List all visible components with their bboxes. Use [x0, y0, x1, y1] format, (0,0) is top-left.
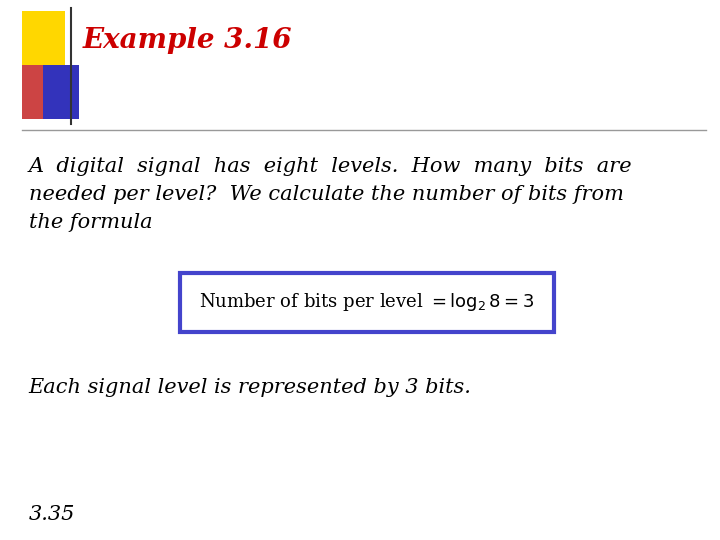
- FancyBboxPatch shape: [22, 65, 58, 119]
- FancyBboxPatch shape: [22, 11, 65, 65]
- Text: 3.35: 3.35: [29, 505, 75, 524]
- Text: Each signal level is represented by 3 bits.: Each signal level is represented by 3 bi…: [29, 378, 472, 397]
- Text: Number of bits per level $= \log_2 8 = 3$: Number of bits per level $= \log_2 8 = 3…: [199, 292, 535, 313]
- FancyBboxPatch shape: [43, 65, 79, 119]
- Text: A  digital  signal  has  eight  levels.  How  many  bits  are
needed per level? : A digital signal has eight levels. How m…: [29, 157, 632, 232]
- FancyBboxPatch shape: [180, 273, 554, 332]
- Text: Example 3.16: Example 3.16: [83, 27, 292, 54]
